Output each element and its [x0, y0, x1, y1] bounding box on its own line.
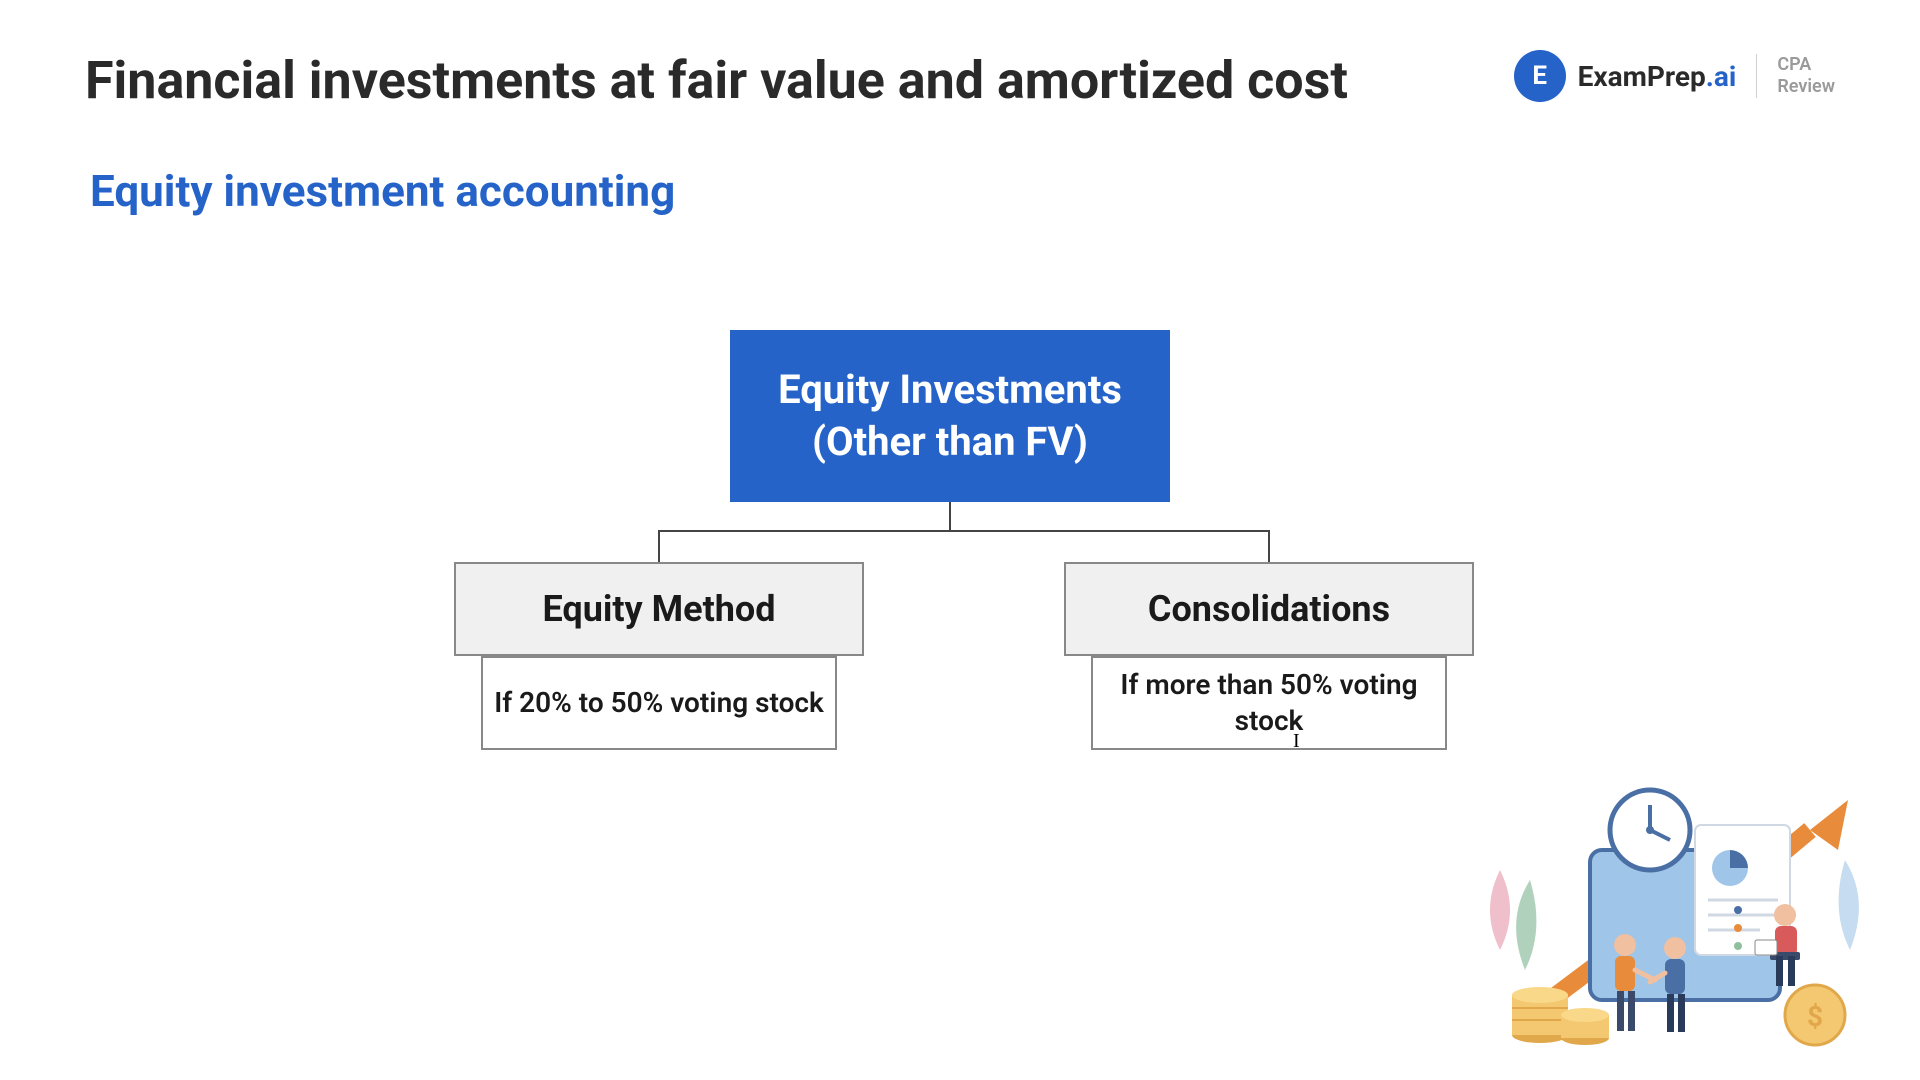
diagram-desc-consolidations: If more than 50% voting stock	[1091, 656, 1447, 750]
diagram-child-equity-method: Equity Method	[454, 562, 864, 656]
logo-subtitle: CPA Review	[1777, 54, 1835, 97]
logo-divider	[1756, 54, 1757, 98]
connector-line	[949, 502, 951, 530]
section-subtitle: Equity investment accounting	[90, 165, 675, 217]
diagram-child-consolidations: Consolidations	[1064, 562, 1474, 656]
diagram-desc-equity-method: If 20% to 50% voting stock	[481, 656, 837, 750]
logo-sub-line2: Review	[1777, 76, 1835, 98]
logo-icon: E	[1514, 50, 1566, 102]
page-title: Financial investments at fair value and …	[85, 50, 1348, 111]
logo-brand-main: ExamPrep	[1578, 60, 1706, 93]
connector-line	[658, 530, 1270, 532]
connector-line	[1268, 530, 1270, 562]
brand-logo: E ExamPrep.ai CPA Review	[1514, 50, 1835, 102]
connector-line	[658, 530, 660, 562]
decorative-illustration: $	[1470, 770, 1880, 1050]
diagram-root-node: Equity Investments (Other than FV)	[730, 330, 1170, 502]
text-cursor-icon: I	[1293, 730, 1300, 753]
logo-brand-accent: .ai	[1706, 60, 1737, 93]
logo-text: ExamPrep.ai	[1578, 60, 1737, 93]
logo-sub-line1: CPA	[1777, 54, 1835, 76]
svg-text:$: $	[1807, 1000, 1823, 1033]
